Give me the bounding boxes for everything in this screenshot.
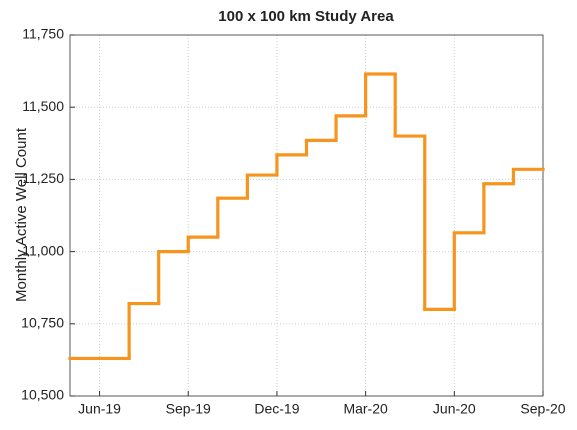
y-tick-label: 10,750 (21, 315, 64, 331)
plot-frame (69, 34, 544, 397)
y-tick-label: 11,750 (22, 26, 64, 42)
y-tick-label: 11,500 (22, 98, 64, 114)
y-tick-label: 10,500 (21, 387, 64, 403)
y-tick-label: 11,250 (22, 170, 64, 186)
x-tick-label: Mar-20 (343, 401, 388, 417)
x-tick-label: Dec-19 (254, 401, 299, 417)
x-tick-label: Sep-19 (166, 401, 211, 417)
y-axis-label: Monthly Active Well Count (13, 127, 30, 302)
x-tick-label: Jun-20 (433, 401, 476, 417)
x-tick-label: Jun-19 (78, 401, 121, 417)
chart-title: 100 x 100 km Study Area (218, 8, 394, 25)
x-tick-label: Sep-20 (520, 401, 565, 417)
y-tick-label: 11,000 (22, 242, 64, 258)
